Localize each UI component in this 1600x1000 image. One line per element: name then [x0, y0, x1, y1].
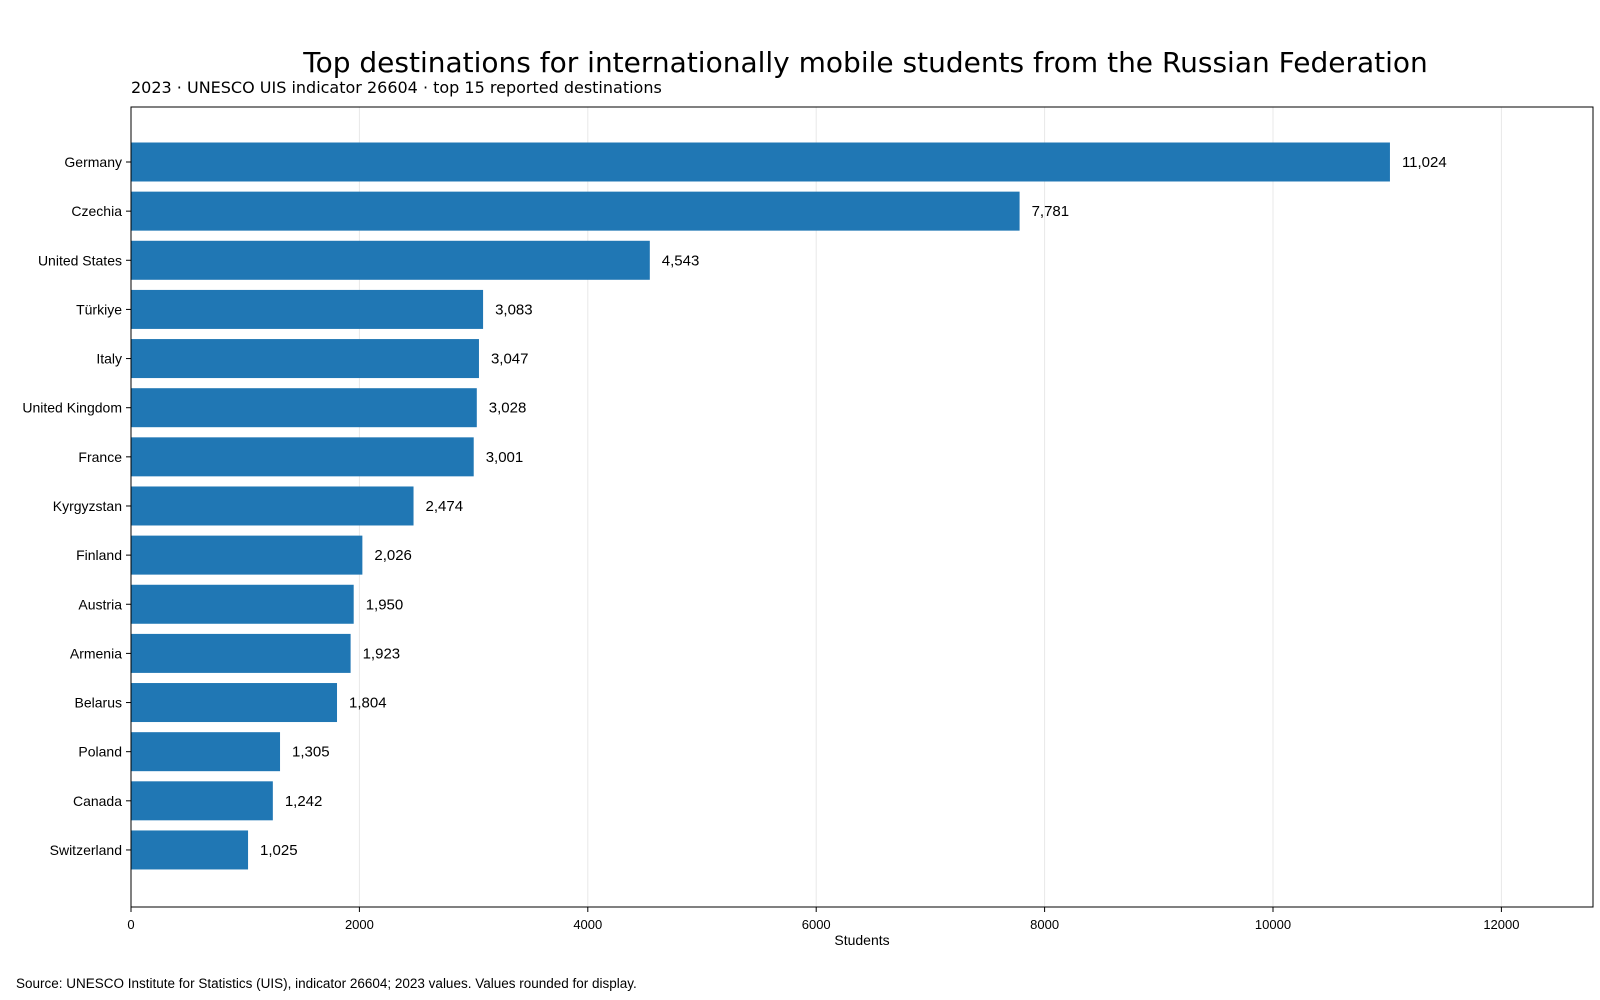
data-labels: 11,024 7,781 4,543 3,083 3,047 3,028 3,001 2,47…: [260, 154, 1447, 859]
y-tick-label: United Kingdom: [22, 400, 122, 416]
y-tick-label: Italy: [96, 351, 122, 367]
y-tick-label: Switzerland: [50, 842, 122, 858]
y-tick-label: Kyrgyzstan: [53, 498, 122, 514]
y-tick-label: Finland: [76, 547, 122, 563]
x-tick-label: 4000: [573, 917, 602, 932]
y-tick-label: United States: [38, 252, 122, 268]
y-tick-label: Poland: [78, 744, 122, 760]
axes: 0 2000 4000 6000 8000 10000 12000 Germany Czechi…: [22, 154, 1519, 932]
data-label: 1,242: [285, 793, 323, 810]
y-tick-label: Belarus: [75, 695, 122, 711]
data-label: 7,781: [1032, 203, 1070, 220]
data-label: 1,305: [292, 744, 330, 761]
plot-frame: [130, 106, 1594, 908]
bar: [131, 142, 1390, 182]
x-tick-label: 0: [127, 917, 134, 932]
data-label: 4,543: [662, 252, 700, 269]
y-tick-label: France: [78, 449, 122, 465]
bar: [131, 781, 273, 821]
x-tick-label: 10000: [1255, 917, 1291, 932]
bar: [131, 388, 477, 428]
data-label: 1,025: [260, 842, 298, 859]
data-label: 2,026: [374, 547, 412, 564]
chart-title: Top destinations for internationally mob…: [303, 46, 1428, 79]
y-tick-label: Czechia: [71, 203, 122, 219]
bar: [131, 437, 474, 477]
bar: [131, 633, 351, 673]
data-label: 3,083: [495, 301, 533, 318]
y-tick-label: Austria: [78, 596, 122, 612]
x-tick-label: 12000: [1483, 917, 1519, 932]
bar: [131, 339, 479, 379]
x-tick-label: 2000: [345, 917, 374, 932]
bar: [131, 584, 354, 624]
y-tick-label: Germany: [64, 154, 122, 170]
bar: [131, 289, 484, 329]
bar: [131, 732, 281, 772]
data-label: 3,001: [486, 449, 524, 466]
plot-border: [130, 106, 1594, 908]
data-label: 2,474: [426, 498, 464, 515]
bar: [131, 486, 414, 526]
y-tick-label: Canada: [73, 793, 122, 809]
data-label: 1,804: [349, 695, 387, 712]
bar: [131, 535, 363, 575]
data-label: 3,028: [489, 400, 527, 417]
chart-subtitle: 2023 · UNESCO UIS indicator 26604 · top …: [131, 78, 662, 97]
bar: [131, 191, 1020, 231]
y-tick-label: Türkiye: [76, 301, 122, 317]
bar: [131, 240, 650, 280]
x-tick-label: 8000: [1030, 917, 1059, 932]
bar: [131, 830, 249, 870]
source-note: Source: UNESCO Institute for Statistics …: [16, 976, 637, 991]
bar: [131, 683, 338, 723]
x-tick-label: 6000: [802, 917, 831, 932]
data-label: 3,047: [491, 351, 529, 368]
x-axis-label: Students: [834, 932, 889, 948]
data-label: 1,923: [363, 645, 401, 662]
data-label: 1,950: [366, 596, 404, 613]
y-tick-label: Armenia: [70, 645, 122, 661]
bars: [131, 142, 1390, 870]
data-label: 11,024: [1402, 154, 1447, 171]
